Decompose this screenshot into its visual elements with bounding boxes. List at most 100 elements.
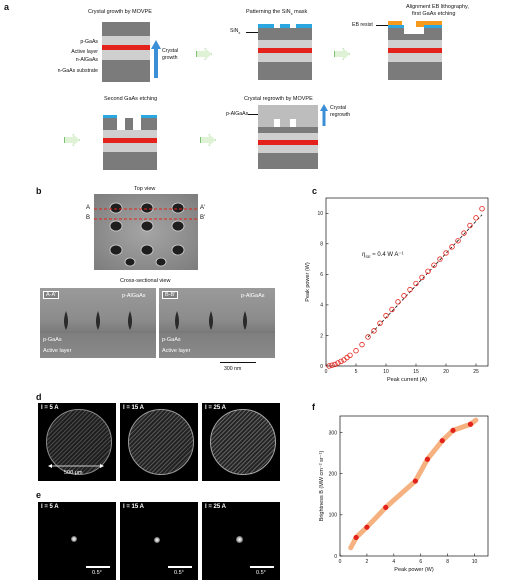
fit-line <box>367 214 483 338</box>
y-tick-label: 0 <box>334 554 337 560</box>
flow-arrow-2 <box>334 48 350 60</box>
cross-section-left: A-A' p-AlGaAs p-GaAs Active layer <box>40 288 156 358</box>
cladding-layer-upper <box>102 36 150 45</box>
step1-stack <box>102 22 150 82</box>
data-point <box>332 361 338 368</box>
sinx-label-sub: x <box>238 30 241 36</box>
panel-e-letter: e <box>36 490 42 500</box>
n-gaas-substrate <box>103 152 157 170</box>
far-scale-label: 0.5° <box>256 570 266 576</box>
x-tick-label: 4 <box>392 559 395 565</box>
plot-frame <box>339 415 489 557</box>
right-palgaas-label: p-AlGaAs <box>241 293 265 299</box>
x-tick-label: 0 <box>339 559 342 565</box>
step5-stack <box>258 105 318 169</box>
near-field-5a: I = 5 A <box>38 403 116 481</box>
y-tick-label: 10 <box>317 211 323 217</box>
y-tick-label: 100 <box>329 513 338 519</box>
y-tick-label: 200 <box>329 471 338 477</box>
y-tick-label: 300 <box>329 430 338 436</box>
chart-c: 0 5 10 15 20 25 0 2 4 6 8 10 Peak current (A) Peak po… <box>305 197 489 383</box>
voids-left <box>40 311 156 333</box>
near-field-15a: I = 15 A <box>120 403 198 481</box>
near-field-25a: I = 25 A <box>202 403 280 481</box>
x-axis-label: Peak power (W) <box>394 567 434 573</box>
data-point <box>443 250 449 256</box>
current-label-25a: I = 25 A <box>205 405 226 411</box>
n-algaas-layer <box>388 53 442 62</box>
far-field-15a: I = 15 A 0.5° <box>120 502 198 580</box>
p-gaas-layer-left <box>388 28 404 40</box>
step5-title: Crystal regrowth by MOVPE <box>244 96 313 102</box>
far-label-25a: I = 25 A <box>205 504 226 510</box>
p-gaas-layer <box>258 28 312 40</box>
data-point <box>407 286 413 293</box>
data-point <box>377 320 383 326</box>
data-point <box>439 438 445 444</box>
data-point <box>353 534 359 541</box>
flow-arrow-3 <box>64 134 80 146</box>
step2-title-text: Patterning the SiN <box>246 9 291 15</box>
x-tick-label: 5 <box>355 369 358 375</box>
data-point <box>450 427 456 434</box>
step4-stack <box>103 115 157 170</box>
p-algaas-label: p-AlGaAs <box>226 111 249 117</box>
cladding-layer-upper <box>103 130 157 138</box>
void-right <box>290 119 296 129</box>
resist-left <box>388 21 402 27</box>
cladding-layer-upper <box>258 40 312 48</box>
x-axis-label: Peak current (A) <box>387 377 427 383</box>
sem-scale-label: 300 nm <box>224 366 242 372</box>
eb-resist-pointer <box>376 25 388 26</box>
panel-a-letter: a <box>4 2 10 12</box>
growth-label-2: growth <box>162 55 178 61</box>
step1-growth-arrow <box>151 40 161 78</box>
right-active-label: Active layer <box>162 348 191 354</box>
panel-c-letter: c <box>312 186 318 196</box>
x-tick-label: 8 <box>446 559 449 565</box>
step3-title-line1: Alignment EB lithography, <box>406 4 469 10</box>
label-n-algaas: n-AlGaAs <box>75 57 98 63</box>
n-algaas-layer <box>103 143 157 152</box>
data-point <box>437 256 443 262</box>
current-label-15a: I = 15 A <box>123 405 144 411</box>
far-scale-bar <box>168 566 192 568</box>
eta-sub: SE <box>365 254 371 260</box>
cross-section-right: B-B' p-AlGaAs p-GaAs Active layer <box>159 288 275 358</box>
label-active-layer: Active layer <box>71 49 98 55</box>
cross-view-title: Cross-sectional view <box>120 278 171 284</box>
panel-b-letter: b <box>36 186 42 196</box>
voids-right <box>159 311 275 333</box>
step2-stack <box>258 24 312 80</box>
right-pgaas-label: p-GaAs <box>162 337 181 343</box>
y-tick-label: 0 <box>320 364 323 370</box>
sem-scale-bar <box>220 362 256 363</box>
sinx-mask-right <box>424 25 442 28</box>
sinx-label-text: SiN <box>230 28 239 34</box>
far-field-spot <box>71 536 77 542</box>
bb-tag: B-B' <box>162 291 179 299</box>
cut-a-label: A <box>86 205 91 211</box>
top-view-title: Top view <box>134 186 156 192</box>
step2-title-tail: mask <box>292 9 308 15</box>
active-layer <box>388 48 442 53</box>
data-point <box>389 306 395 313</box>
data-point <box>419 274 425 281</box>
far-field-25a: I = 25 A 0.5° <box>202 502 280 580</box>
far-field-spot <box>154 537 160 543</box>
eta-symbol: η <box>362 252 366 258</box>
data-point <box>364 524 370 530</box>
data-point <box>371 328 377 334</box>
far-field-5a: I = 5 A 0.5° <box>38 502 116 580</box>
p-gaas-layer-right <box>141 118 157 130</box>
p-gaas-layer-left <box>103 118 117 130</box>
y-tick-label: 8 <box>320 242 323 248</box>
active-layer <box>258 140 318 145</box>
near-field-disk <box>46 409 112 475</box>
cladding-layer-upper <box>388 40 442 48</box>
regrowth-label-2: regrowth <box>330 112 351 118</box>
step4-title: Second GaAs etching <box>104 96 158 102</box>
eta-annotation: ηSE ≈ 0.4 W A⁻¹ <box>362 251 404 259</box>
y-axis-label: Peak power (W) <box>305 262 311 302</box>
label-n-gaas-substrate: n-GaAs substrate <box>57 68 98 74</box>
